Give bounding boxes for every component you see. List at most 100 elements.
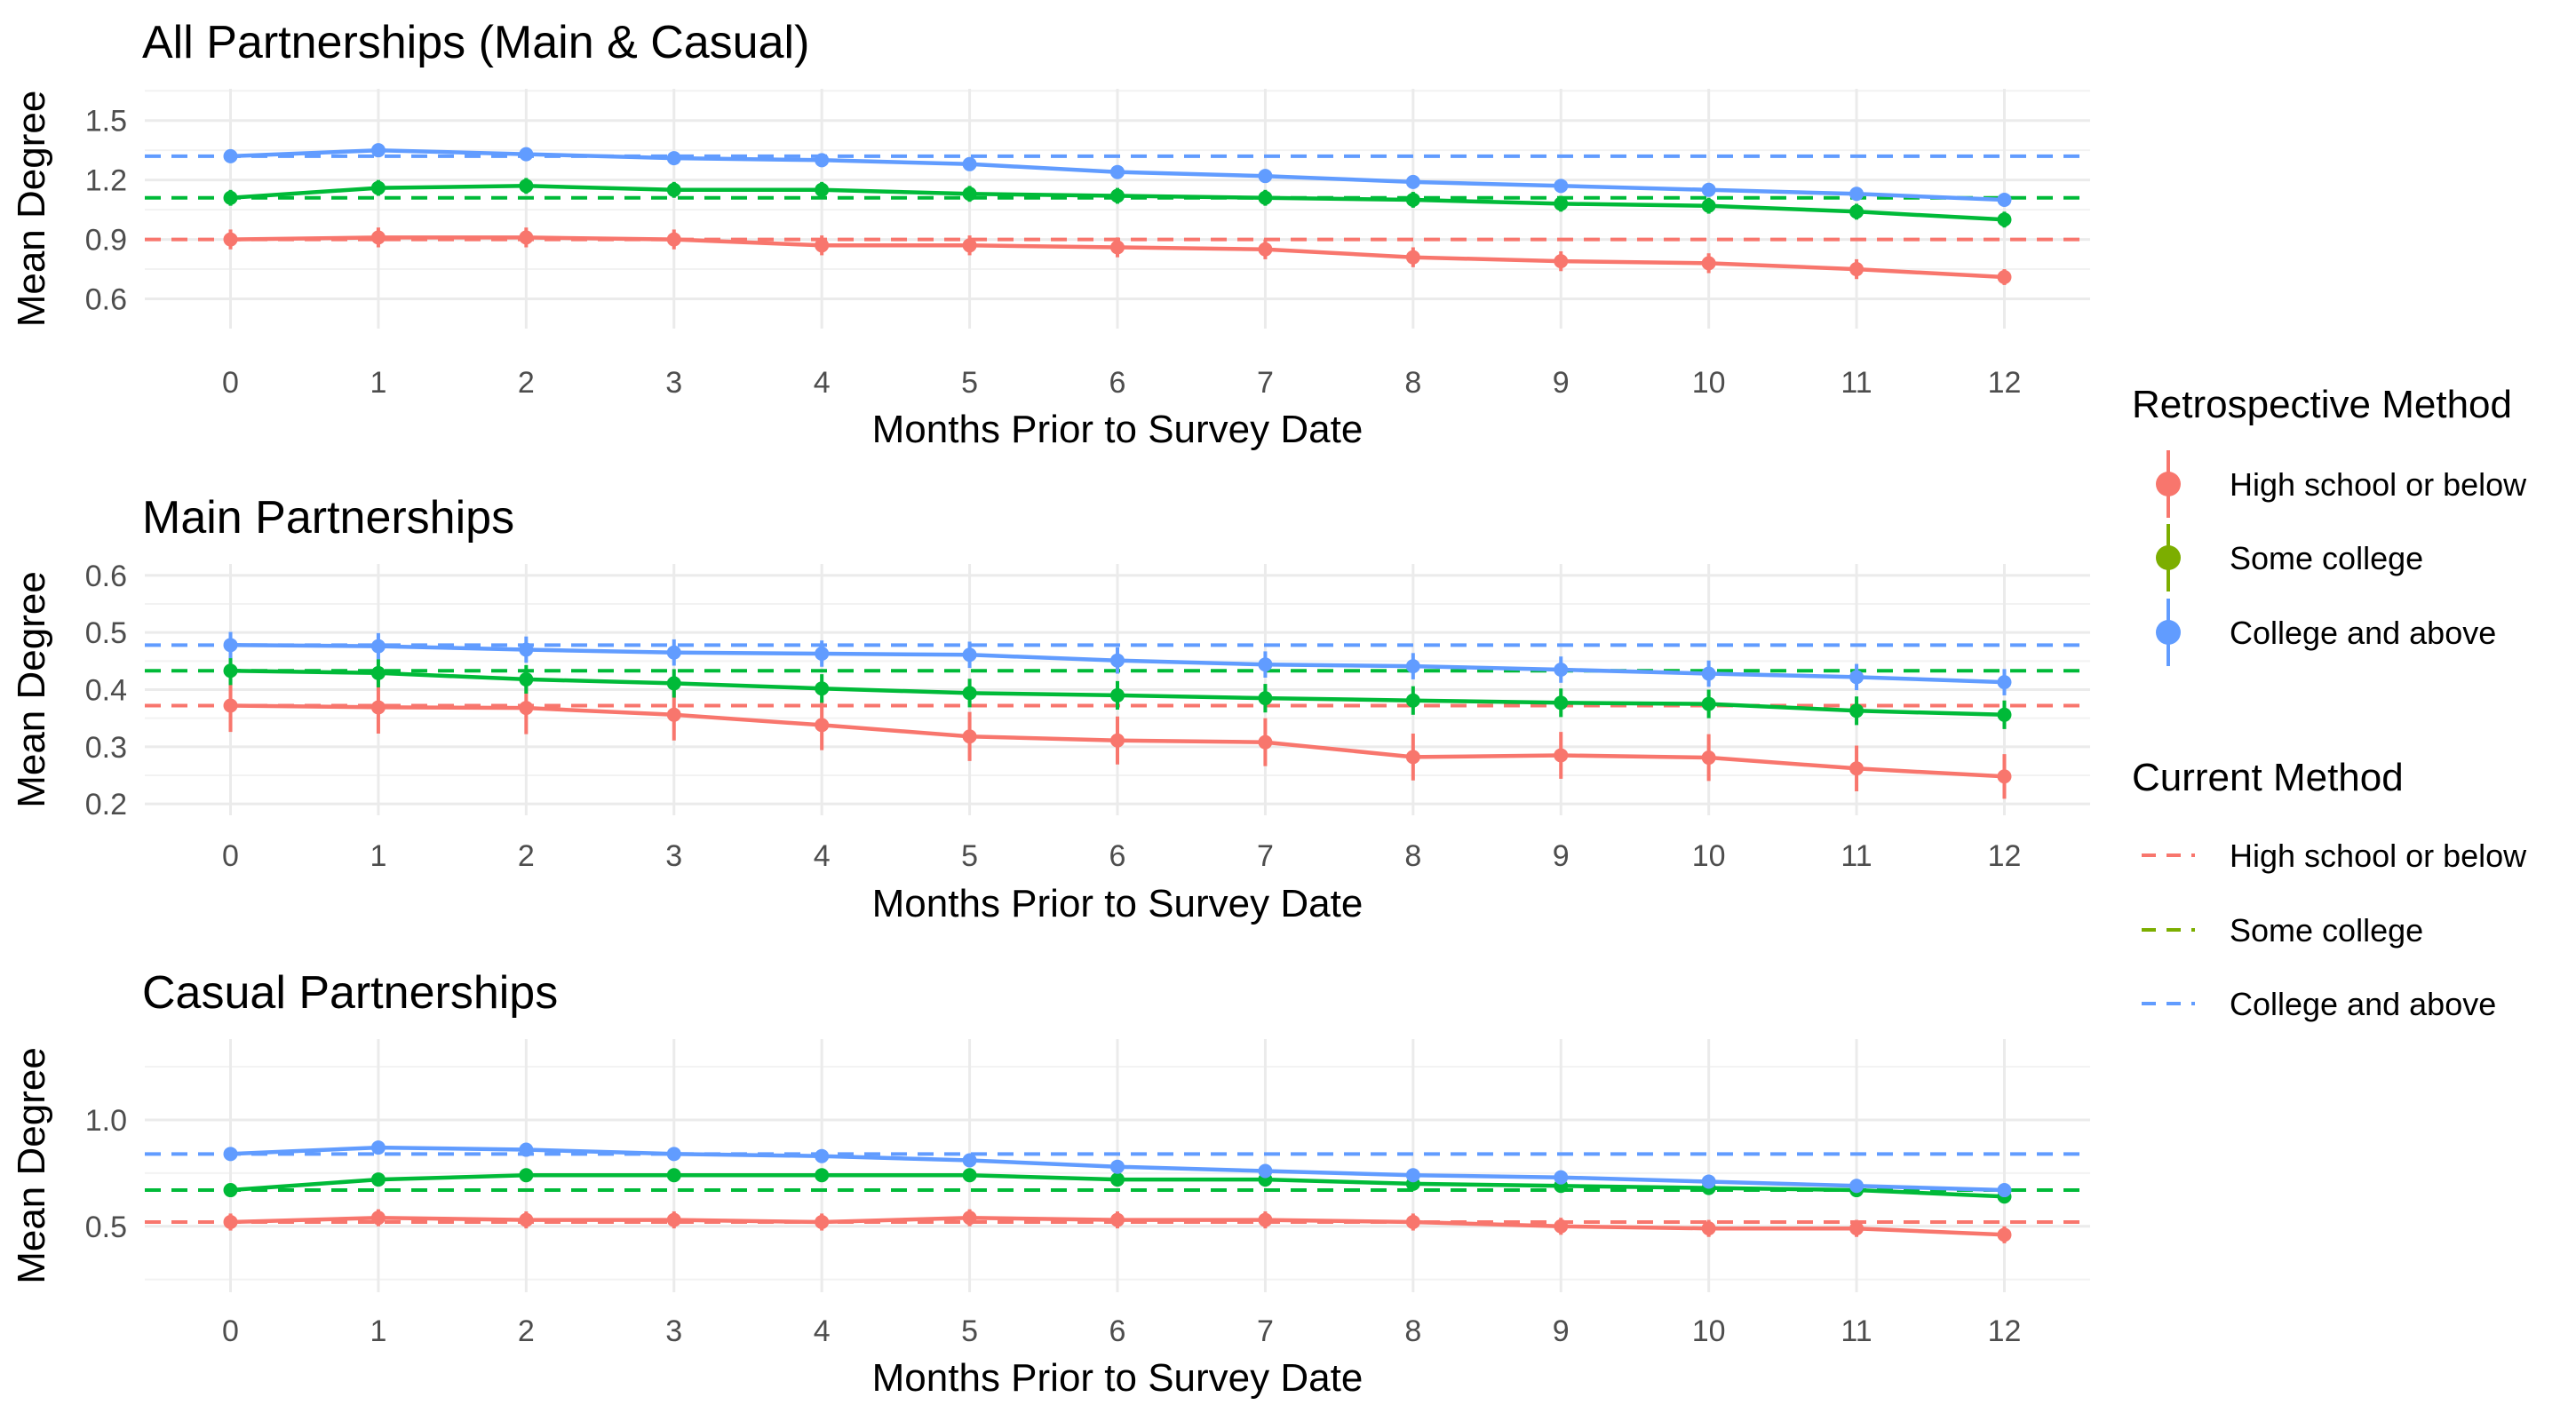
data-point — [815, 1168, 830, 1183]
data-point — [519, 1142, 534, 1157]
x-tick-label: 10 — [1692, 839, 1726, 873]
data-point — [370, 230, 386, 245]
data-point — [1554, 1170, 1569, 1185]
data-point — [1701, 198, 1716, 213]
series — [223, 656, 2012, 729]
series — [223, 1209, 2012, 1243]
data-point — [962, 187, 977, 202]
x-tick-label: 0 — [222, 1314, 239, 1348]
x-tick-label: 9 — [1553, 366, 1570, 400]
x-tick-label: 10 — [1692, 1314, 1726, 1348]
data-point — [223, 148, 238, 163]
data-point — [370, 700, 386, 715]
x-tick-label: 0 — [222, 366, 239, 400]
data-point — [815, 182, 830, 197]
data-point — [1701, 182, 1716, 197]
legend: Retrospective Method High school or below… — [2132, 383, 2527, 1022]
panel-title: All Partnerships (Main & Casual) — [142, 17, 809, 68]
data-point — [666, 645, 681, 660]
x-tick-label: 5 — [961, 1314, 978, 1348]
data-point — [1997, 675, 2012, 690]
x-tick-label: 1 — [370, 839, 386, 873]
data-point — [1405, 192, 1420, 207]
data-point — [519, 1212, 534, 1227]
data-point — [1849, 187, 1864, 202]
data-point — [223, 663, 238, 679]
data-point — [1405, 1168, 1420, 1183]
series — [223, 1140, 2012, 1198]
x-tick-label: 8 — [1404, 366, 1421, 400]
legend-title-current: Current Method — [2132, 756, 2404, 799]
data-point — [223, 190, 238, 205]
data-point — [370, 665, 386, 680]
data-point — [1701, 1221, 1716, 1236]
x-tick-label: 8 — [1404, 839, 1421, 873]
data-point — [519, 1168, 534, 1183]
x-tick-label: 6 — [1109, 1314, 1126, 1348]
data-point — [519, 230, 534, 245]
y-axis-title: Mean Degree — [10, 571, 53, 808]
data-point — [223, 638, 238, 653]
data-point — [370, 639, 386, 654]
x-tick-label: 2 — [518, 1314, 535, 1348]
y-tick-label: 0.4 — [85, 674, 127, 708]
data-point — [1997, 707, 2012, 722]
data-point — [370, 180, 386, 195]
data-point — [1258, 1212, 1273, 1227]
data-point — [1110, 1159, 1125, 1174]
data-point — [370, 1172, 386, 1187]
data-point — [519, 642, 534, 657]
data-point — [666, 151, 681, 166]
y-tick-label: 0.5 — [85, 616, 127, 650]
x-tick-label: 2 — [518, 366, 535, 400]
y-tick-label: 0.6 — [85, 283, 127, 317]
data-point — [370, 143, 386, 158]
data-point — [1849, 1221, 1864, 1236]
x-tick-label: 9 — [1553, 839, 1570, 873]
data-point — [1554, 179, 1569, 194]
data-point — [1110, 687, 1125, 703]
data-point — [962, 1211, 977, 1226]
data-point — [1110, 240, 1125, 255]
y-tick-label: 0.6 — [85, 560, 127, 593]
x-axis-title: Months Prior to Survey Date — [872, 882, 1364, 925]
x-tick-label: 5 — [961, 839, 978, 873]
y-tick-label: 0.2 — [85, 788, 127, 822]
x-tick-label: 4 — [814, 366, 831, 400]
data-point — [815, 646, 830, 661]
y-tick-label: 1.2 — [85, 164, 127, 198]
x-tick-label: 2 — [518, 839, 535, 873]
data-point — [666, 232, 681, 247]
data-point — [1258, 657, 1273, 672]
data-point — [1258, 1163, 1273, 1179]
data-point — [1554, 254, 1569, 269]
x-tick-label: 3 — [665, 839, 682, 873]
legend-key-point — [2156, 472, 2181, 496]
x-tick-label: 12 — [1988, 366, 2022, 400]
data-point — [370, 1140, 386, 1155]
data-point — [666, 182, 681, 197]
data-point — [962, 238, 977, 253]
data-point — [815, 1148, 830, 1163]
data-point — [223, 232, 238, 247]
x-tick-label: 6 — [1109, 366, 1126, 400]
legend-label: High school or below — [2230, 466, 2527, 503]
data-point — [519, 671, 534, 687]
x-tick-label: 11 — [1841, 366, 1872, 400]
series — [223, 178, 2012, 228]
y-axis-title: Mean Degree — [10, 91, 53, 328]
data-point — [1405, 174, 1420, 189]
data-point — [962, 156, 977, 171]
data-point — [1258, 190, 1273, 205]
data-point — [1997, 1183, 2012, 1198]
x-tick-label: 3 — [665, 1314, 682, 1348]
data-point — [1110, 653, 1125, 668]
data-point — [1997, 269, 2012, 284]
y-tick-label: 0.9 — [85, 224, 127, 258]
data-point — [1701, 1174, 1716, 1189]
y-tick-label: 0.5 — [85, 1211, 127, 1244]
y-tick-label: 1.5 — [85, 105, 127, 139]
x-tick-label: 11 — [1841, 839, 1872, 873]
data-point — [1110, 733, 1125, 748]
